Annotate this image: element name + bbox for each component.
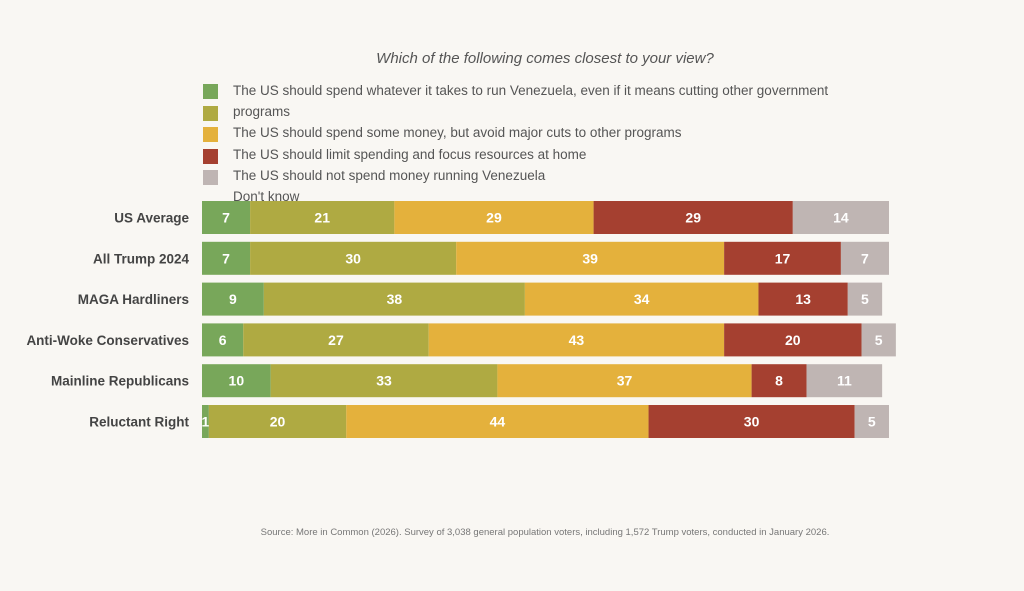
legend-label: programs	[233, 104, 291, 120]
bar-segment	[202, 282, 264, 316]
data-label: 7	[222, 210, 230, 226]
bar-segment	[243, 323, 429, 357]
data-label: 21	[314, 210, 330, 226]
bar-segment	[724, 241, 841, 275]
category-label: Mainline Republicans	[51, 374, 189, 389]
bar-segment	[202, 201, 251, 234]
legend-swatch	[203, 127, 218, 142]
bar-segment	[202, 364, 271, 398]
source-note: Source: More in Common (2026). Survey of…	[260, 527, 830, 538]
bar-segment	[202, 323, 244, 357]
bar-segment	[792, 201, 889, 234]
legend-label: The US should spend whatever it takes to…	[233, 83, 829, 98]
data-label: 5	[861, 291, 869, 307]
bar-segment	[394, 201, 594, 234]
data-label: 9	[229, 291, 237, 307]
chart-title: Which of the following comes closest to …	[376, 50, 714, 67]
bar-segment	[847, 282, 883, 316]
legend-label: The US should spend some money, but avoi…	[233, 125, 682, 141]
data-label: 29	[486, 210, 502, 226]
bar-segment	[593, 201, 793, 234]
category-label: All Trump 2024	[93, 251, 190, 266]
data-label: 10	[229, 373, 245, 389]
bar-segment	[861, 323, 896, 357]
bar-segment	[840, 241, 889, 275]
data-label: 30	[744, 414, 760, 430]
legend-label: The US should limit spending and focus r…	[233, 146, 587, 162]
bar-segment	[428, 323, 725, 357]
data-label: 8	[775, 373, 783, 389]
bar-segment	[346, 405, 649, 438]
data-label: 33	[376, 373, 392, 389]
bar-segment	[648, 405, 855, 438]
data-label: 39	[582, 250, 598, 266]
data-label: 29	[685, 210, 701, 226]
data-label: 38	[387, 291, 403, 307]
data-label: 44	[490, 414, 506, 430]
bar-segment	[497, 364, 752, 398]
data-label: 20	[270, 414, 286, 430]
legend-label: The US should not spend money running Ve…	[233, 167, 546, 183]
bar-segment	[724, 323, 862, 357]
data-label: 14	[833, 210, 849, 226]
bar-segment	[208, 405, 347, 438]
data-label: 37	[617, 373, 633, 389]
bar-segment	[758, 282, 848, 316]
data-label: 7	[861, 250, 869, 266]
bar-segment	[456, 241, 725, 275]
data-label: 30	[345, 250, 361, 266]
data-label: 6	[219, 332, 227, 348]
data-label: 27	[328, 332, 344, 348]
bar-segment	[263, 282, 525, 316]
data-label: 1	[202, 414, 210, 430]
data-label: 17	[775, 250, 791, 266]
bar-segment	[751, 364, 807, 398]
legend-swatch	[203, 84, 218, 99]
bar-segment	[806, 364, 883, 398]
data-label: 5	[868, 414, 876, 430]
bar-segment	[270, 364, 498, 398]
data-label: 43	[569, 332, 585, 348]
data-label: 5	[875, 332, 883, 348]
data-label: 20	[785, 332, 801, 348]
legend-swatch	[203, 170, 218, 185]
data-label: 7	[222, 250, 230, 266]
bar-segment	[524, 282, 759, 316]
bar-segment	[250, 201, 395, 234]
legend-label: Don't know	[233, 189, 300, 204]
bar-segment	[854, 405, 889, 438]
data-label: 11	[837, 373, 852, 389]
category-label: MAGA Hardliners	[78, 292, 189, 307]
data-label: 34	[634, 291, 650, 307]
data-label: 13	[795, 291, 811, 307]
category-label: Anti-Woke Conservatives	[26, 333, 189, 348]
bar-segment	[202, 241, 251, 275]
bar-segment	[250, 241, 457, 275]
category-label: US Average	[114, 211, 189, 226]
bar-segment	[202, 405, 209, 438]
category-label: Reluctant Right	[89, 415, 189, 430]
legend-swatch	[203, 148, 218, 164]
legend-swatch	[203, 105, 218, 121]
